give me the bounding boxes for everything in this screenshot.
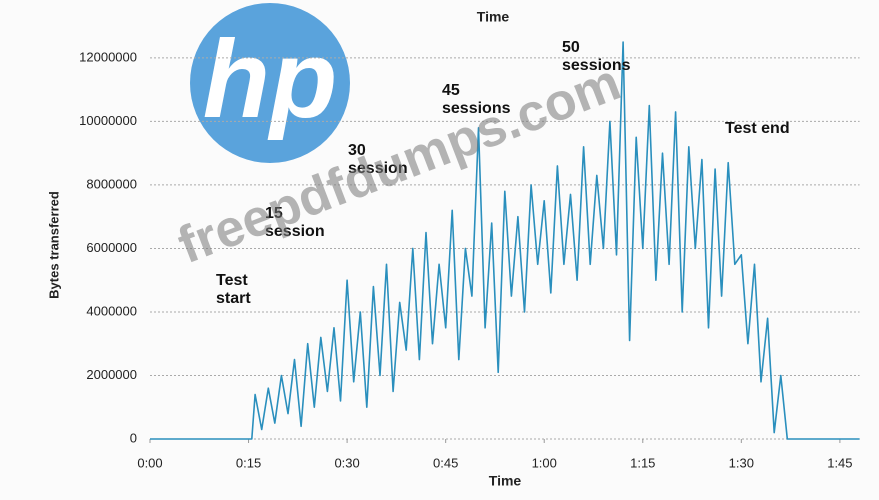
x-tick-label: 1:00 xyxy=(532,455,557,470)
x-tick-label: 1:45 xyxy=(827,455,852,470)
logo: hp xyxy=(190,3,350,163)
annotation: Test end xyxy=(725,120,790,137)
y-tick-label: 6000000 xyxy=(86,240,137,255)
annotation: 15 session xyxy=(265,205,325,240)
x-tick-label: 0:30 xyxy=(334,455,359,470)
annotation: 50 sessions xyxy=(562,39,631,74)
annotation: 45 sessions xyxy=(442,82,511,117)
y-tick-label: 12000000 xyxy=(79,49,137,64)
x-axis-label: Time xyxy=(489,473,522,489)
x-tick-label: 0:45 xyxy=(433,455,458,470)
chart-title: Time xyxy=(477,9,510,25)
x-tick-label: 1:30 xyxy=(729,455,754,470)
y-tick-label: 2000000 xyxy=(86,367,137,382)
data-line xyxy=(150,41,860,440)
y-tick-label: 4000000 xyxy=(86,303,137,318)
logo-circle xyxy=(190,3,350,163)
y-axis-label: Bytes transferred xyxy=(46,191,61,299)
x-tick-label: 0:00 xyxy=(137,455,162,470)
x-tick-label: 1:15 xyxy=(630,455,655,470)
y-tick-label: 10000000 xyxy=(79,113,137,128)
y-tick-label: 8000000 xyxy=(86,176,137,191)
y-tick-label: 0 xyxy=(130,430,137,445)
logo-text: hp xyxy=(203,18,337,141)
annotation: Test start xyxy=(216,272,251,307)
annotation: 30 session xyxy=(348,142,408,177)
x-tick-label: 0:15 xyxy=(236,455,261,470)
plot: 0 2000000 4000000 6000000 8000000 10000000 120… xyxy=(79,41,860,470)
